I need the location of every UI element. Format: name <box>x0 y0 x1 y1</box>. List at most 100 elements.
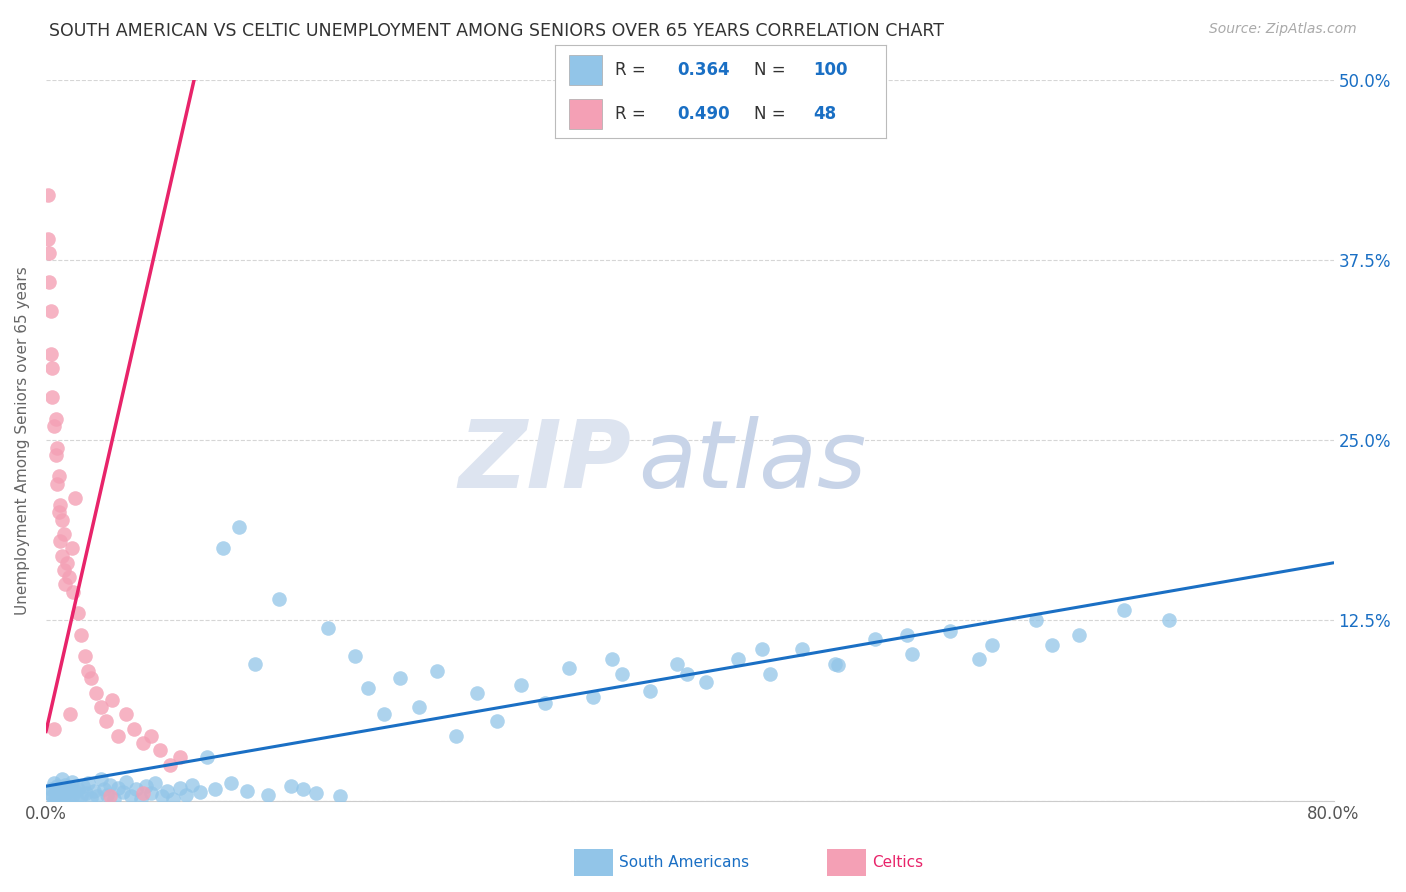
Y-axis label: Unemployment Among Seniors over 65 years: Unemployment Among Seniors over 65 years <box>15 266 30 615</box>
Point <box>39 303 62 318</box>
Point <box>101 692 124 706</box>
Point <box>939 624 962 638</box>
Text: 0.490: 0.490 <box>678 105 730 123</box>
Point <box>52 563 75 577</box>
Point <box>80 671 103 685</box>
Point <box>190 785 212 799</box>
Point <box>48 788 70 802</box>
Point <box>389 671 412 685</box>
Point <box>665 657 688 671</box>
Point <box>638 684 661 698</box>
Point <box>46 441 69 455</box>
Point <box>59 707 82 722</box>
Point <box>52 789 75 804</box>
Point <box>195 750 218 764</box>
Point <box>45 411 67 425</box>
Point <box>51 549 73 563</box>
Point <box>236 783 259 797</box>
Point <box>169 750 191 764</box>
Point <box>727 652 749 666</box>
Point <box>139 729 162 743</box>
Point <box>72 779 94 793</box>
Point <box>131 736 153 750</box>
Point <box>38 786 60 800</box>
Point <box>45 448 67 462</box>
Point <box>792 642 814 657</box>
Point <box>257 788 280 802</box>
Point <box>373 707 395 722</box>
Point <box>67 607 90 621</box>
Text: SOUTH AMERICAN VS CELTIC UNEMPLOYMENT AMONG SENIORS OVER 65 YEARS CORRELATION CH: SOUTH AMERICAN VS CELTIC UNEMPLOYMENT AM… <box>49 22 945 40</box>
Point <box>509 678 531 692</box>
Point <box>98 778 121 792</box>
Text: 48: 48 <box>813 105 837 123</box>
Point <box>204 782 226 797</box>
Point <box>51 782 73 797</box>
Point <box>896 628 918 642</box>
Point <box>103 792 125 806</box>
Point <box>129 792 152 806</box>
Point <box>60 775 83 789</box>
Point <box>139 786 162 800</box>
Point <box>56 785 79 799</box>
Point <box>46 790 69 805</box>
Point <box>174 788 197 802</box>
Text: R =: R = <box>614 61 645 78</box>
Point <box>150 789 173 804</box>
Point <box>115 707 138 722</box>
Point <box>465 685 488 699</box>
Point <box>115 775 138 789</box>
Point <box>1025 614 1047 628</box>
Point <box>76 776 98 790</box>
Point <box>751 642 773 657</box>
Bar <box>568 99 602 129</box>
Point <box>60 541 83 556</box>
Point <box>446 729 468 743</box>
Point <box>80 790 103 805</box>
Point <box>38 275 60 289</box>
Point <box>52 527 75 541</box>
Point <box>42 418 65 433</box>
Point <box>181 778 204 792</box>
Point <box>124 722 146 736</box>
Point <box>558 661 581 675</box>
Point <box>1069 628 1091 642</box>
Point <box>827 658 849 673</box>
Point <box>582 690 605 704</box>
Point <box>107 780 129 795</box>
Point <box>981 638 1004 652</box>
Point <box>135 779 157 793</box>
Point <box>49 498 72 512</box>
Point <box>37 188 59 202</box>
Point <box>610 666 633 681</box>
Text: Celtics: Celtics <box>872 855 922 870</box>
Point <box>63 491 86 505</box>
Point <box>37 231 59 245</box>
Text: 100: 100 <box>813 61 848 78</box>
Point <box>1114 603 1136 617</box>
Point <box>56 556 79 570</box>
Point <box>245 657 267 671</box>
Point <box>96 788 118 802</box>
Text: N =: N = <box>754 105 785 123</box>
Point <box>62 584 84 599</box>
Text: South Americans: South Americans <box>619 855 749 870</box>
Point <box>83 783 105 797</box>
Point <box>49 792 72 806</box>
Point <box>280 779 302 793</box>
Point <box>1159 614 1181 628</box>
Point <box>112 785 135 799</box>
Point <box>41 789 63 804</box>
Point <box>90 772 112 786</box>
Point <box>94 714 117 729</box>
Point <box>408 700 430 714</box>
Point <box>45 783 67 797</box>
Point <box>357 681 380 696</box>
Point <box>46 779 69 793</box>
Point <box>305 786 328 800</box>
Point <box>75 786 97 800</box>
Point <box>62 788 84 802</box>
Point <box>76 664 98 678</box>
Text: 0.364: 0.364 <box>678 61 730 78</box>
Point <box>863 632 886 647</box>
